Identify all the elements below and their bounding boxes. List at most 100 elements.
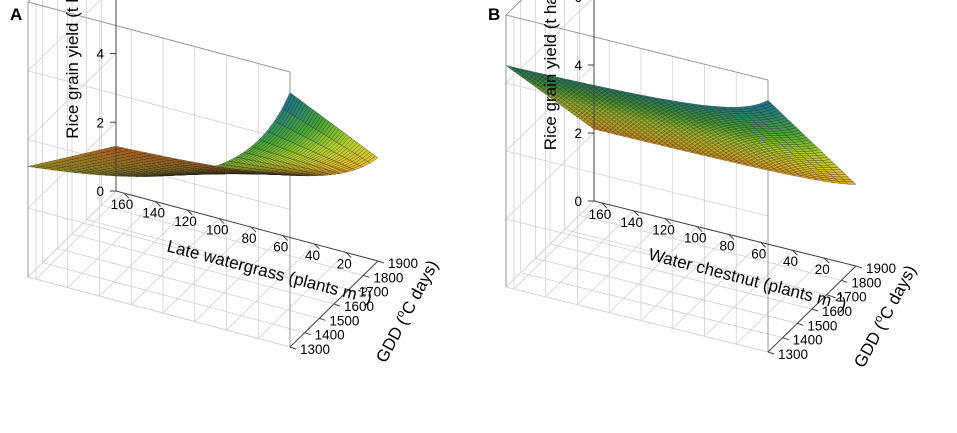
grid-line bbox=[123, 192, 130, 199]
grid-line bbox=[333, 303, 341, 307]
y-tick-label: 1900 bbox=[388, 256, 418, 271]
grid-line bbox=[377, 260, 385, 264]
grid-line bbox=[505, 150, 769, 217]
grid-line bbox=[319, 317, 326, 321]
x-tick-label: 80 bbox=[719, 238, 734, 253]
z-tick-label: 2 bbox=[574, 126, 582, 141]
grid-line bbox=[27, 1, 291, 73]
grid-line bbox=[86, 219, 349, 291]
grid-line bbox=[841, 279, 848, 283]
x-axis-label: Water chestnut (plants m-2) bbox=[646, 244, 848, 314]
grid-line bbox=[505, 0, 523, 16]
grid-line bbox=[505, 64, 595, 152]
panel-label: B bbox=[488, 5, 500, 24]
grid-line bbox=[27, 70, 291, 142]
y-tick-label: 1800 bbox=[851, 275, 881, 290]
x-tick-label: 60 bbox=[273, 240, 288, 255]
grid-line bbox=[42, 262, 305, 334]
y-tick-label: 1500 bbox=[329, 313, 359, 328]
x-tick-label: 40 bbox=[783, 254, 798, 269]
grid-line bbox=[345, 252, 352, 258]
grid-line bbox=[348, 289, 355, 293]
grid-line bbox=[304, 332, 311, 336]
grid-line bbox=[823, 257, 830, 264]
y-tick-label: 1600 bbox=[822, 304, 852, 319]
grid-line bbox=[101, 204, 364, 276]
x-tick-label: 100 bbox=[206, 223, 229, 238]
grid-line bbox=[250, 226, 257, 233]
grid-line bbox=[601, 202, 608, 209]
chart-panel-b: 20 40 60 80 100 120 140 160 1300 1400 1500 1600 1700… bbox=[478, 0, 957, 433]
grid-line bbox=[782, 337, 789, 341]
z-tick-label: 2 bbox=[96, 115, 104, 130]
y-tick-label: 1900 bbox=[866, 261, 896, 276]
grid-line bbox=[505, 14, 769, 81]
grid-line bbox=[27, 0, 101, 72]
surface-cell bbox=[845, 181, 857, 185]
x-tick-label: 140 bbox=[620, 215, 643, 230]
y-tick-label: 1500 bbox=[807, 318, 837, 333]
surface-chart-a: 2040608010012014016013001400150016001700… bbox=[10, 0, 442, 366]
grid-line bbox=[187, 209, 193, 216]
grid-line bbox=[155, 201, 162, 207]
grid-line bbox=[363, 274, 370, 278]
grid-line bbox=[505, 0, 592, 84]
y-tick-label: 1700 bbox=[837, 290, 867, 305]
surface-mesh bbox=[27, 92, 379, 177]
grid-line bbox=[665, 218, 671, 225]
grid-line bbox=[520, 272, 783, 339]
z-tick-label: 0 bbox=[96, 184, 104, 199]
x-tick-label: 100 bbox=[684, 231, 707, 246]
x-tick-label: 140 bbox=[142, 206, 165, 221]
z-tick-label: 4 bbox=[574, 58, 582, 73]
grid-line bbox=[797, 322, 804, 326]
y-tick-label: 1700 bbox=[359, 285, 389, 300]
x-tick-label: 120 bbox=[652, 223, 675, 238]
grid-line bbox=[728, 234, 735, 240]
x-tick-label: 20 bbox=[337, 257, 352, 272]
panel-label: A bbox=[10, 5, 22, 24]
grid-line bbox=[505, 286, 769, 353]
surface-chart-b: 2040608010012014016013001400150016001700… bbox=[488, 0, 920, 371]
grid-line bbox=[57, 247, 320, 319]
z-tick-label: 4 bbox=[96, 47, 104, 62]
grid-line bbox=[564, 229, 827, 296]
grid-line bbox=[27, 276, 291, 348]
tick-labels: 2040608010012014016013001400150016001700… bbox=[574, 0, 896, 362]
x-tick-label: 80 bbox=[241, 231, 256, 246]
grid-line bbox=[505, 218, 769, 285]
tick-labels: 2040608010012014016013001400150016001700… bbox=[96, 47, 418, 358]
y-tick-label: 1600 bbox=[344, 299, 374, 314]
x-tick-label: 160 bbox=[589, 207, 612, 222]
x-axis-label: Late watergrass (plants m-2) bbox=[165, 236, 374, 308]
z-tick-label: 6 bbox=[574, 0, 582, 5]
grid-line bbox=[27, 207, 291, 279]
x-tick-label: 60 bbox=[751, 246, 766, 261]
surface-mesh bbox=[505, 65, 857, 185]
grid-line bbox=[314, 243, 320, 250]
y-tick-label: 1300 bbox=[300, 342, 330, 357]
grid-line bbox=[115, 190, 379, 262]
x-tick-label: 160 bbox=[111, 197, 134, 212]
grid-line bbox=[826, 294, 833, 298]
y-tick-label: 1800 bbox=[373, 270, 403, 285]
grid-line bbox=[579, 214, 842, 281]
z-axis-label: Rice grain yield (t ha-1) bbox=[540, 0, 560, 150]
grid-line bbox=[767, 351, 775, 355]
grid-line bbox=[505, 132, 595, 220]
x-tick-label: 40 bbox=[305, 248, 320, 263]
grid-line bbox=[218, 218, 225, 224]
x-tick-label: 120 bbox=[174, 214, 197, 229]
grid-line bbox=[535, 257, 798, 324]
y-tick-label: 1400 bbox=[315, 328, 345, 343]
grid-line bbox=[760, 242, 767, 248]
z-tick-label: 0 bbox=[574, 194, 582, 209]
grid-line bbox=[696, 226, 703, 232]
grid-line bbox=[855, 265, 863, 269]
grid-line bbox=[27, 53, 117, 140]
x-tick-label: 20 bbox=[815, 262, 830, 277]
surface-cell bbox=[367, 155, 379, 164]
grid-line bbox=[792, 249, 798, 256]
grid-line bbox=[811, 308, 819, 312]
y-tick-label: 1300 bbox=[778, 347, 808, 362]
